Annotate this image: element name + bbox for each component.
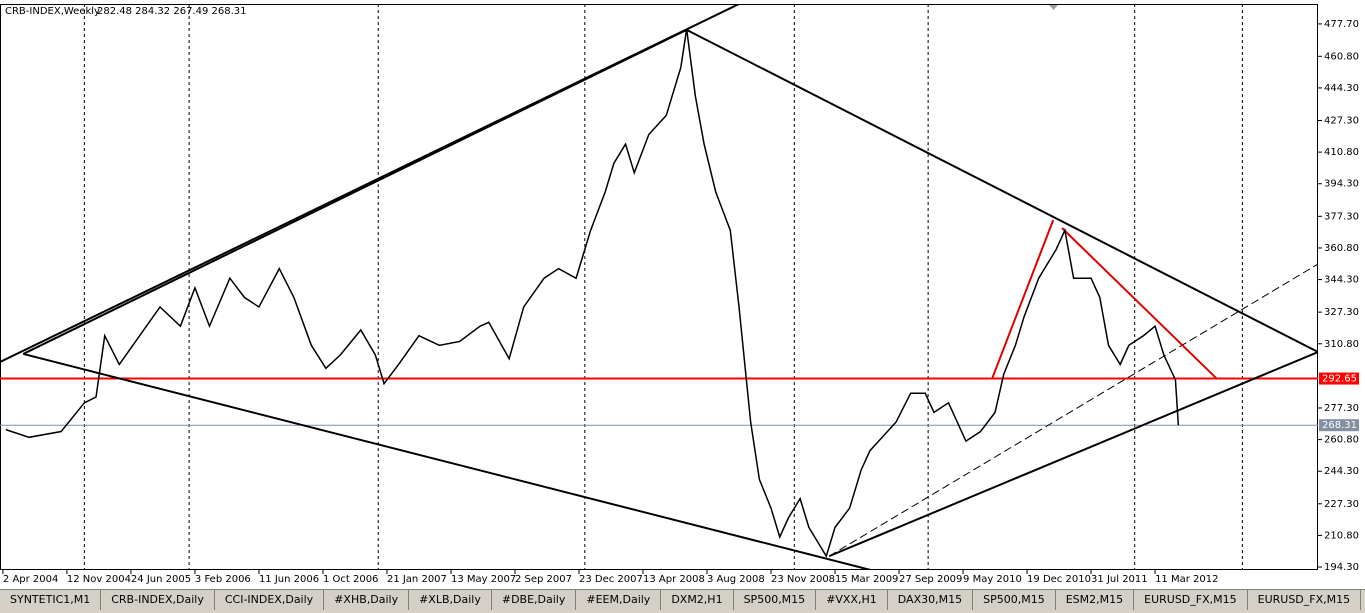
x-tick-label: 23 Nov 2008 [771, 574, 835, 585]
price-label: 292.65 [1322, 374, 1357, 385]
chart-tab[interactable]: EURUSD_FX,M15 [1134, 590, 1248, 610]
trendline [991, 219, 1055, 379]
chart-tab[interactable]: ESM2,M15 [1056, 590, 1135, 610]
y-tick-label: 377.30 [1324, 211, 1359, 222]
trendline [828, 263, 1318, 557]
y-tick-label: 460.80 [1324, 51, 1359, 62]
y-tick-label: 360.80 [1324, 243, 1359, 254]
x-tick-label: 13 Apr 2008 [643, 574, 705, 585]
chart-tab[interactable]: SYNTETIC1,M1 [0, 590, 102, 610]
x-tick-label: 27 Sep 2009 [899, 574, 962, 585]
x-tick-label: 19 Dec 2010 [1027, 574, 1091, 585]
chart-tab[interactable]: SP500,M15 [973, 590, 1056, 610]
price-label-box [1319, 419, 1359, 432]
y-tick-label: 277.30 [1324, 403, 1359, 414]
chart-title: CRB-INDEX,Weekly [5, 6, 100, 17]
x-tick-label: 1 Oct 2006 [323, 574, 378, 585]
chart-tab[interactable]: DAX30,M15 [888, 590, 974, 610]
y-tick-label: 194.30 [1324, 562, 1359, 573]
x-tick-label: 21 Jan 2007 [387, 574, 447, 585]
chart-tab[interactable]: #EEM,Daily [576, 590, 662, 610]
plot-frame [0, 4, 1318, 570]
y-tick-label: 477.70 [1324, 19, 1359, 30]
trendline [1061, 227, 1217, 379]
x-tick-label: 15 Mar 2009 [835, 574, 898, 585]
x-tick-label: 9 May 2010 [963, 574, 1022, 585]
x-tick-label: 3 Aug 2008 [707, 574, 765, 585]
chart-tab[interactable]: #DBE,Daily [492, 590, 577, 610]
axes: 477.70 460.80 444.30 427.30 410.80 394.30 377.… [2, 19, 1359, 585]
shift-marker [1049, 5, 1058, 10]
ohlc-readout: 282.48 284.32 267.49 268.31 [97, 6, 247, 17]
y-tick-label: 427.30 [1324, 115, 1359, 126]
x-tick-label: 31 Jul 2011 [1091, 574, 1148, 585]
trendline [686, 28, 1318, 353]
trendline [23, 352, 875, 570]
chart-tab[interactable]: DXM2,H1 [661, 590, 734, 610]
x-tick-label: 12 Nov 2004 [67, 574, 131, 585]
chart-tab[interactable]: #XLB,Daily [409, 590, 492, 610]
price-label-box [1319, 372, 1359, 385]
chart-tab[interactable]: #VXX,H1 [816, 590, 888, 610]
x-tick-label: 23 Dec 2007 [579, 574, 643, 585]
y-tick-label: 327.30 [1324, 307, 1359, 318]
price-label: 268.31 [1322, 420, 1357, 431]
y-tick-label: 210.80 [1324, 530, 1359, 541]
y-tick-label: 227.30 [1324, 499, 1359, 510]
x-tick-label: 11 Mar 2012 [1155, 574, 1218, 585]
y-tick-label: 344.30 [1324, 275, 1359, 286]
x-tick-label: 13 May 2007 [451, 574, 516, 585]
y-tick-label: 244.30 [1324, 466, 1359, 477]
chart: CRB-INDEX,Weekly 282.48 284.32 267.49 26… [0, 0, 1365, 589]
y-tick-label: 260.80 [1324, 435, 1359, 446]
plot-area [0, 4, 1318, 570]
chart-tabs: SYNTETIC1,M1 CRB-INDEX,Daily CCI-INDEX,Dai… [0, 589, 1365, 613]
chart-tab[interactable]: EURUSD_FX,I [1361, 590, 1365, 610]
trendline [22, 28, 688, 355]
x-tick-label: 11 Jun 2006 [259, 574, 319, 585]
chart-tab[interactable]: EURUSD_FX,M15 [1248, 590, 1362, 610]
y-tick-label: 444.30 [1324, 83, 1359, 94]
chart-tab[interactable]: CCI-INDEX,Daily [215, 590, 325, 610]
chart-tab[interactable]: #XHB,Daily [324, 590, 410, 610]
y-tick-label: 310.80 [1324, 339, 1359, 350]
chart-tab[interactable]: SP500,M15 [734, 590, 817, 610]
x-tick-label: 2 Apr 2004 [3, 574, 58, 585]
y-tick-label: 394.30 [1324, 179, 1359, 190]
chart-background [0, 0, 1365, 589]
x-tick-label: 2 Sep 2007 [515, 574, 572, 585]
y-tick-label: 410.80 [1324, 147, 1359, 158]
x-tick-label: 3 Feb 2006 [195, 574, 251, 585]
trendline [828, 351, 1318, 558]
price-line-series [5, 28, 1180, 558]
chart-tab[interactable]: CRB-INDEX,Daily [101, 590, 215, 610]
x-tick-label: 24 Jun 2005 [131, 574, 191, 585]
